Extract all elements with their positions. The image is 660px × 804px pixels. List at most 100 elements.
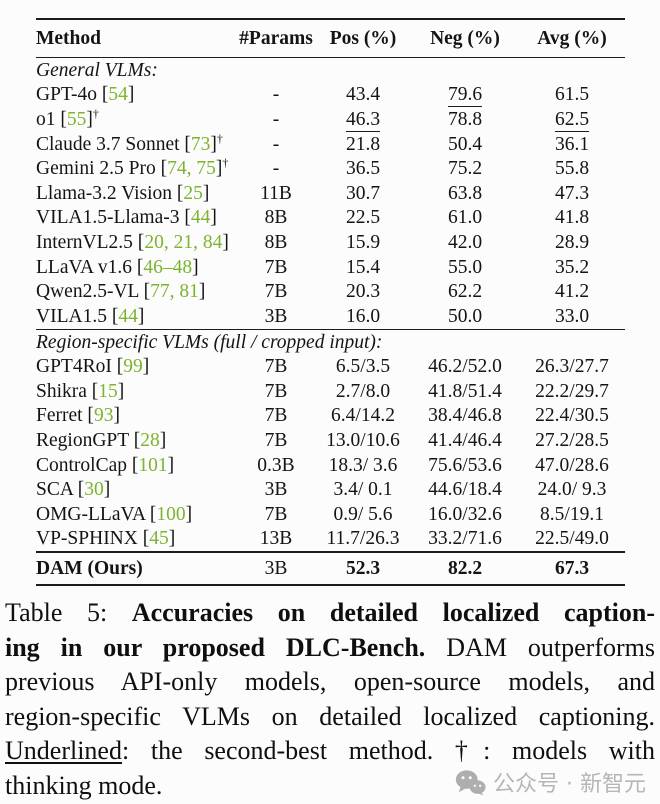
- cell-neg: 44.6/18.4: [428, 479, 502, 501]
- cell-pos: 2.7/8.0: [335, 380, 391, 402]
- cell-avg: 24.0/ 9.3: [537, 479, 607, 501]
- caption-line: ing in our proposed DLC-Bench. DAM outpe…: [5, 631, 655, 666]
- citation-link[interactable]: 93: [93, 405, 114, 427]
- citation-link[interactable]: 100: [156, 503, 186, 525]
- cell-pos: 6.4/14.2: [331, 405, 395, 427]
- col-method: Method: [36, 27, 101, 49]
- cell-method: Claude 3.7 Sonnet [73]†: [36, 131, 223, 155]
- caption-text: previous API-only models, open-source mo…: [5, 667, 655, 697]
- cell-method: GPT4RoI [99]: [36, 356, 150, 378]
- cell-neg: 75.6/53.6: [428, 454, 502, 476]
- citation-link[interactable]: 30: [84, 479, 104, 501]
- cell-pos: 36.5: [345, 158, 381, 180]
- cell-method: RegionGPT [28]: [36, 430, 167, 452]
- dagger-mark: †: [216, 131, 223, 146]
- table-row: VILA1.5-Llama-3 [44] 8B 22.5 61.0 41.8: [36, 206, 625, 231]
- section-header: General VLMs:: [36, 59, 158, 81]
- citation-link[interactable]: 101: [138, 454, 168, 476]
- cell-params: 11B: [260, 182, 292, 204]
- cell-params: 0.3B: [257, 454, 295, 476]
- table-header-rule: [36, 57, 625, 59]
- cell-avg: 8.5/19.1: [540, 503, 604, 525]
- cell-avg: 36.1: [554, 133, 590, 155]
- table-header-row: Method #Params Pos (%) Neg (%) Avg (%): [36, 20, 625, 57]
- citation-link[interactable]: 28: [140, 430, 160, 452]
- wechat-icon: [455, 769, 486, 796]
- watermark: 公众号 · 新智元: [455, 766, 646, 798]
- cell-avg: 47.3: [554, 182, 590, 204]
- cell-method: GPT-4o [54]: [36, 84, 135, 106]
- second-best-underline: 79.6: [447, 84, 483, 108]
- caption-text: DAM outperforms: [425, 632, 655, 662]
- caption-text: Accuracies on detailed localized caption…: [131, 598, 655, 627]
- col-avg: Avg (%): [537, 27, 607, 49]
- cell-method: VILA1.5-Llama-3 [44]: [36, 207, 217, 229]
- cell-neg: 41.4/46.4: [428, 430, 502, 452]
- cell-neg: 63.8: [447, 182, 483, 204]
- cell-pos: 20.3: [345, 281, 381, 303]
- caption-line: thinking mode.: [5, 769, 655, 804]
- table-row: SCA [30] 3B 3.4/ 0.1 44.6/18.4 24.0/ 9.3: [36, 478, 625, 503]
- table-row: DAM (Ours) 3B 52.3 82.2 67.3: [36, 553, 625, 584]
- table-row: GPT-4o [54] - 43.4 79.6 61.5: [36, 83, 625, 108]
- col-neg: Neg (%): [430, 27, 500, 49]
- table-row: Llama-3.2 Vision [25] 11B 30.7 63.8 47.3: [36, 181, 625, 206]
- table-top-rule: [36, 18, 625, 20]
- caption-line: region-specific VLMs on detailed localiz…: [5, 700, 655, 735]
- cell-params: -: [272, 158, 280, 180]
- table-mid-rule: [36, 328, 625, 331]
- cell-avg: 22.2/29.7: [535, 380, 609, 402]
- cell-params: -: [272, 84, 280, 106]
- cell-method: OMG-LLaVA [100]: [36, 503, 193, 525]
- citation-link[interactable]: 15: [98, 380, 118, 402]
- cell-pos: 15.4: [345, 256, 381, 278]
- cell-neg: 46.2/52.0: [428, 356, 502, 378]
- cell-method: SCA [30]: [36, 479, 111, 501]
- cell-params: 7B: [264, 256, 288, 278]
- citation-link[interactable]: 99: [123, 356, 143, 378]
- citation-link[interactable]: 45: [149, 528, 169, 550]
- citation-link[interactable]: 77, 81: [150, 281, 199, 303]
- cell-pos: 30.7: [345, 182, 381, 204]
- table-row: Qwen2.5-VL [77, 81] 7B 20.3 62.2 41.2: [36, 280, 625, 305]
- citation-link[interactable]: 74, 75: [167, 158, 216, 180]
- col-params: #Params: [239, 27, 313, 49]
- citation-link[interactable]: 46–48: [143, 256, 193, 278]
- caption-text: thinking mode.: [5, 770, 163, 800]
- citation-link[interactable]: 25: [183, 182, 203, 204]
- dagger-mark: †: [222, 155, 229, 170]
- citation-link[interactable]: 44: [190, 207, 211, 229]
- cell-avg: 22.4/30.5: [535, 405, 609, 427]
- cell-method: VILA1.5 [44]: [36, 305, 145, 327]
- cell-pos: 18.3/ 3.6: [328, 454, 398, 476]
- cell-pos: 15.9: [345, 232, 381, 253]
- cell-neg: 61.0: [447, 207, 483, 229]
- cell-pos: 13.0/10.6: [326, 430, 400, 452]
- cell-params: 3B: [264, 557, 288, 579]
- caption-text: Table 5:: [5, 598, 132, 627]
- cell-neg: 82.2: [447, 557, 483, 579]
- citation-link[interactable]: 54: [108, 84, 128, 106]
- cell-neg: 75.2: [447, 158, 483, 180]
- cell-method: ControlCap [101]: [36, 454, 175, 476]
- citation-link[interactable]: 55: [66, 109, 87, 131]
- cell-avg: 62.5: [519, 109, 625, 133]
- cell-neg: 33.2/71.6: [428, 528, 502, 550]
- cell-method: DAM (Ours): [36, 557, 143, 579]
- citation-link[interactable]: 73: [190, 133, 211, 155]
- cell-neg: 50.0: [447, 305, 483, 327]
- caption-underlined-term: Underlined: [5, 736, 122, 766]
- cell-pos: 16.0: [345, 305, 381, 327]
- cell-params: 7B: [264, 281, 288, 303]
- caption-text: : the second-best method. †: models with: [121, 736, 655, 766]
- table-row: Claude 3.7 Sonnet [73]† - 21.8 50.4 36.1: [36, 132, 625, 157]
- table-row: RegionGPT [28] 7B 13.0/10.6 41.4/46.4 27.2/2…: [36, 429, 625, 454]
- cell-avg: 33.0: [554, 305, 590, 327]
- citation-link[interactable]: 20, 21, 84: [144, 232, 223, 253]
- table-row: InternVL2.5 [20, 21, 84] 8B 15.9 42.0 28.9: [36, 230, 625, 255]
- watermark-text: 公众号 · 新智元: [493, 772, 646, 797]
- citation-link[interactable]: 44: [118, 305, 138, 327]
- table-row: LLaVA v1.6 [46–48] 7B 15.4 55.0 35.2: [36, 255, 625, 280]
- cell-method: Llama-3.2 Vision [25]: [36, 182, 210, 204]
- cell-avg: 26.3/27.7: [535, 356, 609, 378]
